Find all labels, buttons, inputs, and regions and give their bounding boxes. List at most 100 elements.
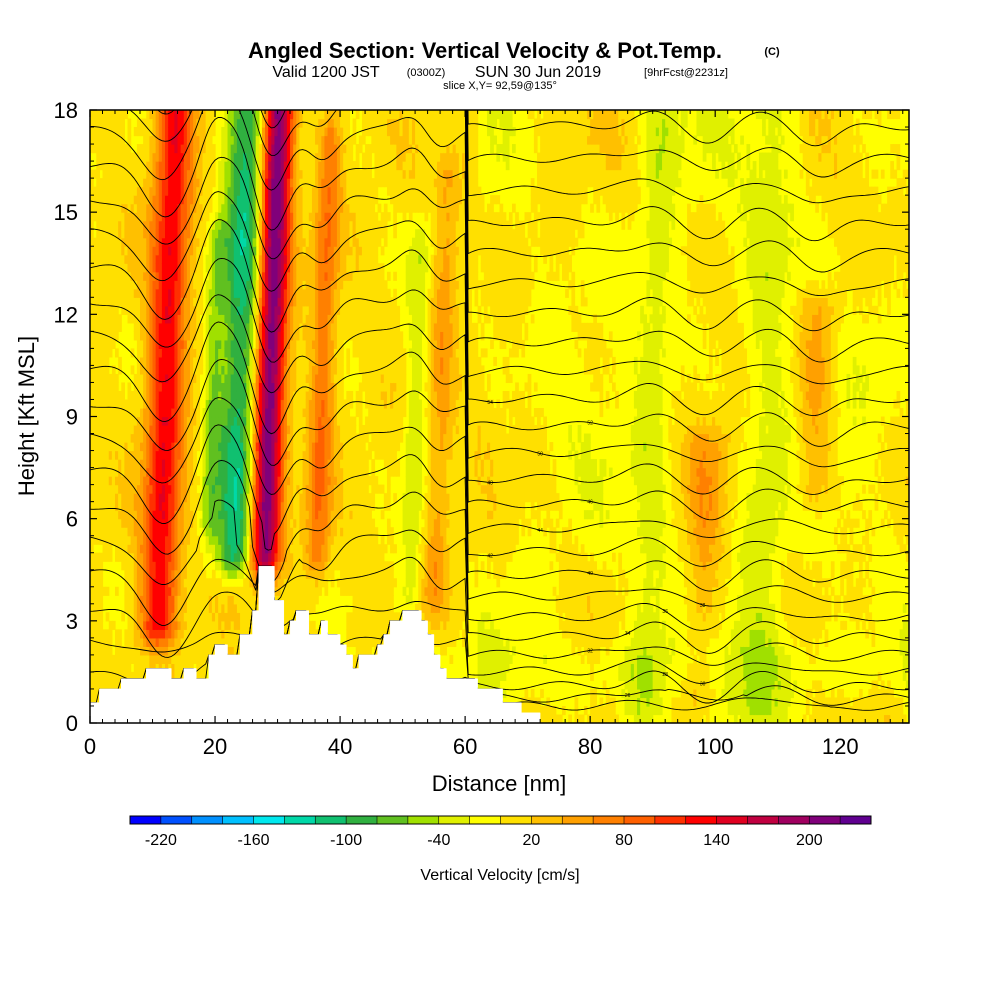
velocity-cell xyxy=(130,527,135,537)
velocity-cell xyxy=(268,331,272,341)
velocity-cell xyxy=(199,263,204,273)
velocity-cell xyxy=(171,535,175,545)
velocity-cell xyxy=(174,450,179,460)
velocity-cell xyxy=(105,433,110,443)
velocity-cell xyxy=(102,246,107,256)
velocity-cell xyxy=(96,390,100,401)
velocity-cell xyxy=(283,399,288,409)
velocity-cell xyxy=(205,186,210,196)
velocity-cell xyxy=(230,382,235,392)
velocity-cell xyxy=(93,595,97,605)
velocity-cell xyxy=(102,161,107,171)
velocity-cell xyxy=(180,569,185,579)
velocity-cell xyxy=(286,493,291,503)
velocity-cell xyxy=(277,144,282,154)
velocity-cell xyxy=(158,390,163,401)
velocity-cell xyxy=(174,390,179,401)
velocity-cell xyxy=(211,527,216,537)
velocity-cell xyxy=(215,552,219,562)
velocity-cell xyxy=(111,144,116,154)
velocity-cell xyxy=(293,544,297,554)
velocity-cell xyxy=(96,399,100,409)
velocity-cell xyxy=(243,552,247,562)
velocity-cell xyxy=(252,450,257,460)
velocity-cell xyxy=(146,407,150,418)
velocity-cell xyxy=(246,254,251,264)
velocity-cell xyxy=(243,390,247,401)
velocity-cell xyxy=(121,271,125,281)
velocity-cell xyxy=(96,127,100,137)
velocity-cell xyxy=(224,288,229,298)
velocity-cell xyxy=(121,399,125,409)
velocity-cell xyxy=(183,305,188,315)
velocity-cell xyxy=(155,467,160,477)
velocity-cell xyxy=(230,314,235,324)
velocity-cell xyxy=(293,501,297,511)
velocity-cell xyxy=(143,254,147,264)
velocity-cell xyxy=(240,442,244,452)
velocity-cell xyxy=(90,203,94,213)
velocity-cell xyxy=(102,637,107,647)
velocity-cell xyxy=(124,561,129,571)
velocity-cell xyxy=(265,407,269,418)
velocity-cell xyxy=(286,305,291,315)
velocity-cell xyxy=(186,578,191,588)
velocity-cell xyxy=(168,620,172,630)
velocity-cell xyxy=(152,484,157,494)
velocity-cell xyxy=(230,629,235,639)
velocity-cell xyxy=(218,535,222,545)
velocity-cell xyxy=(252,382,257,392)
velocity-cell xyxy=(246,237,251,247)
velocity-cell xyxy=(130,620,135,630)
velocity-cell xyxy=(96,433,100,443)
velocity-cell xyxy=(90,416,94,426)
velocity-cell xyxy=(174,569,179,579)
velocity-cell xyxy=(143,390,147,401)
velocity-cell xyxy=(146,510,150,520)
velocity-cell xyxy=(140,195,144,205)
velocity-cell xyxy=(280,476,285,486)
velocity-cell xyxy=(190,186,194,196)
velocity-cell xyxy=(183,629,188,639)
velocity-cell xyxy=(133,399,138,409)
velocity-cell xyxy=(261,161,266,171)
velocity-cell xyxy=(240,331,244,341)
velocity-cell xyxy=(99,629,104,639)
velocity-cell xyxy=(230,305,235,315)
velocity-cell xyxy=(208,407,213,418)
velocity-cell xyxy=(93,305,97,315)
velocity-cell xyxy=(99,467,104,477)
velocity-cell xyxy=(133,246,138,256)
velocity-cell xyxy=(99,237,104,247)
velocity-cell xyxy=(102,118,107,128)
velocity-cell xyxy=(199,603,204,613)
velocity-cell xyxy=(265,280,269,290)
velocity-cell xyxy=(152,450,157,460)
velocity-cell xyxy=(168,331,172,341)
velocity-cell xyxy=(158,365,163,375)
velocity-cell xyxy=(152,152,157,162)
velocity-cell xyxy=(130,501,135,511)
velocity-cell xyxy=(208,484,213,494)
velocity-cell xyxy=(105,178,110,188)
velocity-cell xyxy=(202,629,207,639)
velocity-cell xyxy=(240,229,244,239)
velocity-cell xyxy=(108,476,113,486)
velocity-cell xyxy=(233,433,238,443)
velocity-cell xyxy=(96,467,100,477)
velocity-cell xyxy=(186,280,191,290)
velocity-cell xyxy=(221,271,226,281)
velocity-cell xyxy=(240,459,244,469)
velocity-cell xyxy=(136,603,141,613)
velocity-cell xyxy=(221,629,226,639)
velocity-cell xyxy=(277,493,282,503)
velocity-cell xyxy=(190,288,194,298)
velocity-cell xyxy=(158,646,163,656)
velocity-cell xyxy=(258,339,263,349)
velocity-cell xyxy=(152,356,157,367)
velocity-cell xyxy=(265,450,269,460)
velocity-cell xyxy=(202,518,207,528)
velocity-cell xyxy=(193,407,197,418)
velocity-cell xyxy=(165,178,169,188)
velocity-cell xyxy=(286,331,291,341)
